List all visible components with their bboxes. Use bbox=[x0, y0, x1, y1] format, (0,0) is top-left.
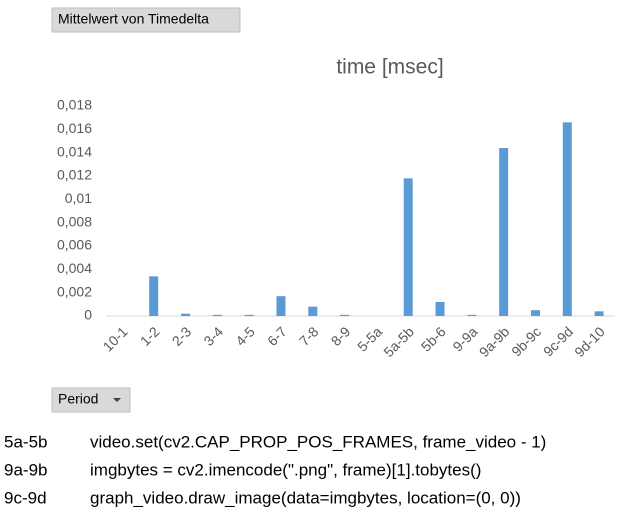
bar bbox=[244, 314, 254, 316]
bar bbox=[149, 276, 159, 316]
y-tick-label: 0,01 bbox=[65, 190, 92, 206]
bar bbox=[340, 314, 350, 316]
y-tick-label: 0,018 bbox=[57, 97, 92, 113]
button-label: Mittelwert von Timedelta bbox=[58, 11, 209, 27]
button-label: Period bbox=[58, 391, 98, 407]
x-tick-label: 2-3 bbox=[169, 323, 195, 349]
note-code: imgbytes = cv2.imencode(".png", frame)[1… bbox=[90, 460, 481, 479]
x-tick-label: 7-8 bbox=[296, 323, 322, 349]
bar bbox=[308, 306, 318, 316]
y-tick-label: 0,012 bbox=[57, 167, 92, 183]
bar bbox=[467, 314, 477, 316]
x-tick-label: 5a-5b bbox=[380, 323, 417, 360]
x-tick-label: 6-7 bbox=[264, 323, 290, 349]
y-tick-label: 0,016 bbox=[57, 120, 92, 136]
x-tick-label: 10-1 bbox=[100, 323, 131, 354]
x-tick-label: 4-5 bbox=[232, 323, 258, 349]
y-tick-label: 0,014 bbox=[57, 143, 92, 159]
notes: 5a-5b video.set(cv2.CAP_PROP_POS_FRAMES, … bbox=[4, 432, 546, 507]
y-tick-label: 0,006 bbox=[57, 237, 92, 253]
x-tick-label: 5b-6 bbox=[418, 323, 449, 354]
x-tick-label: 8-9 bbox=[328, 323, 354, 349]
dropdown-arrow bbox=[113, 398, 121, 402]
note-label: 9a-9b bbox=[4, 460, 47, 479]
x-tick-label: 9a-9b bbox=[476, 323, 513, 360]
x-tick-label: 9d-10 bbox=[571, 323, 608, 360]
bar bbox=[181, 313, 191, 316]
x-tick-label: 3-4 bbox=[200, 323, 226, 349]
axis-field-button[interactable]: Period bbox=[51, 387, 131, 413]
bar bbox=[212, 314, 222, 316]
y-tick-label: 0,008 bbox=[57, 213, 92, 229]
bar bbox=[594, 311, 604, 316]
note-label: 5a-5b bbox=[4, 432, 47, 451]
y-tick-label: 0,002 bbox=[57, 283, 92, 299]
values-field-button[interactable]: Mittelwert von Timedelta bbox=[51, 7, 241, 33]
note-code: video.set(cv2.CAP_PROP_POS_FRAMES, frame… bbox=[90, 432, 546, 451]
bar bbox=[435, 302, 445, 316]
note-code: graph_video.draw_image(data=imgbytes, lo… bbox=[90, 488, 521, 507]
bar bbox=[499, 148, 509, 316]
note-label: 9c-9d bbox=[4, 488, 47, 507]
x-tick-label: 1-2 bbox=[137, 323, 163, 349]
chart-title: time [msec] bbox=[336, 56, 443, 79]
x-tick-label: 9c-9d bbox=[540, 323, 576, 359]
y-tick-label: 0,004 bbox=[57, 260, 92, 276]
bar bbox=[530, 310, 540, 316]
button-bg bbox=[51, 7, 241, 33]
bar bbox=[276, 296, 286, 316]
bar bbox=[403, 178, 413, 316]
y-tick-label: 0 bbox=[84, 307, 92, 323]
bar bbox=[562, 122, 572, 316]
x-tick-label: 9b-9c bbox=[508, 323, 544, 359]
